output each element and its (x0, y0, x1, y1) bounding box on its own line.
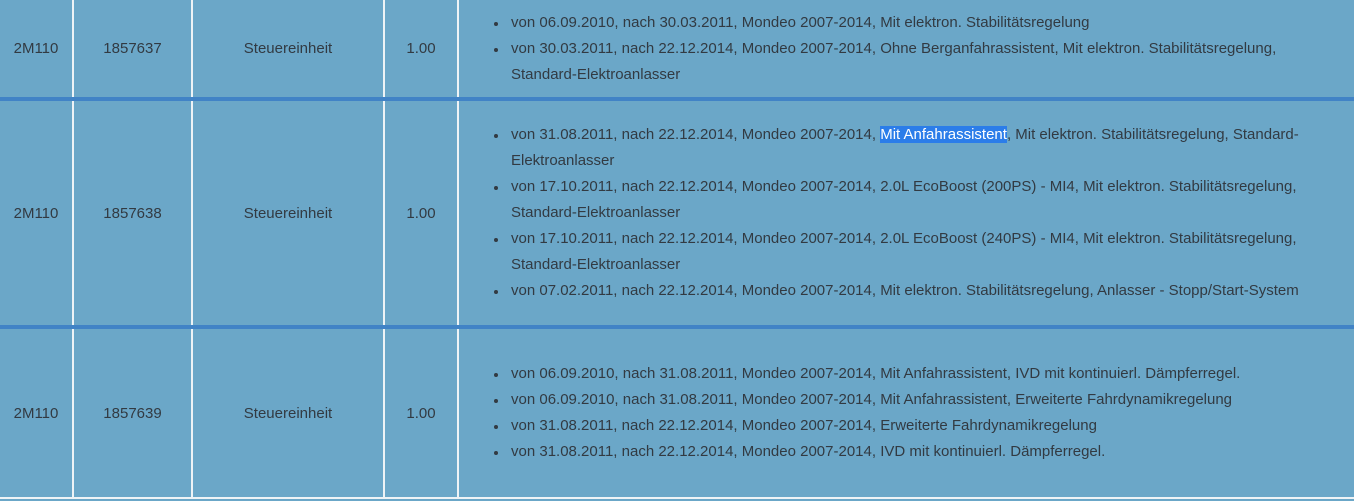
row-separator (0, 97, 1354, 101)
application-item: von 31.08.2011, nach 22.12.2014, Mondeo … (508, 413, 1240, 439)
application-text-pre: von 31.08.2011, nach 22.12.2014, Mondeo … (511, 126, 881, 143)
application-item: von 17.10.2011, nach 22.12.2014, Mondeo … (508, 226, 1314, 278)
table-row[interactable]: 2M110 1857638 Steuereinheit 1.00 von 31.… (0, 101, 1354, 325)
application-list: von 06.09.2010, nach 30.03.2011, Mondeo … (459, 10, 1314, 88)
quantity-cell: 1.00 (385, 329, 459, 497)
application-item: von 06.09.2010, nach 31.08.2011, Mondeo … (508, 361, 1240, 387)
description-cell: Steuereinheit (193, 101, 385, 325)
description-cell: Steuereinheit (193, 329, 385, 497)
next-row-partial (0, 499, 1354, 501)
row-separator (0, 325, 1354, 329)
table-row[interactable]: 2M110 1857637 Steuereinheit 1.00 von 06.… (0, 0, 1354, 97)
part-number-cell: 1857637 (74, 0, 193, 97)
quantity-cell: 1.00 (385, 0, 459, 97)
next-row-border (0, 497, 1354, 499)
find-highlight: Mit Anfahrassistent (880, 126, 1007, 143)
application-item: von 17.10.2011, nach 22.12.2014, Mondeo … (508, 174, 1314, 226)
part-code-cell: 2M110 (0, 101, 74, 325)
part-code-cell: 2M110 (0, 329, 74, 497)
application-item: von 30.03.2011, nach 22.12.2014, Mondeo … (508, 36, 1314, 88)
part-number-cell: 1857639 (74, 329, 193, 497)
table-row[interactable]: 2M110 1857639 Steuereinheit 1.00 von 06.… (0, 329, 1354, 497)
application-item: von 06.09.2010, nach 31.08.2011, Mondeo … (508, 387, 1240, 413)
part-code-cell: 2M110 (0, 0, 74, 97)
application-text-post: , Mit elektron. Stabilitätsregelung, Sta… (511, 126, 1299, 169)
application-item: von 31.08.2011, nach 22.12.2014, Mondeo … (508, 122, 1314, 174)
application-list: von 06.09.2010, nach 31.08.2011, Mondeo … (459, 361, 1240, 465)
application-list: von 31.08.2011, nach 22.12.2014, Mondeo … (459, 122, 1314, 304)
application-item: von 06.09.2010, nach 30.03.2011, Mondeo … (508, 10, 1314, 36)
part-number-cell: 1857638 (74, 101, 193, 325)
application-item: von 07.02.2011, nach 22.12.2014, Mondeo … (508, 278, 1314, 304)
application-item: von 31.08.2011, nach 22.12.2014, Mondeo … (508, 439, 1240, 465)
applications-cell: von 06.09.2010, nach 30.03.2011, Mondeo … (459, 0, 1354, 97)
applications-cell: von 06.09.2010, nach 31.08.2011, Mondeo … (459, 329, 1354, 497)
description-cell: Steuereinheit (193, 0, 385, 97)
applications-cell: von 31.08.2011, nach 22.12.2014, Mondeo … (459, 101, 1354, 325)
quantity-cell: 1.00 (385, 101, 459, 325)
